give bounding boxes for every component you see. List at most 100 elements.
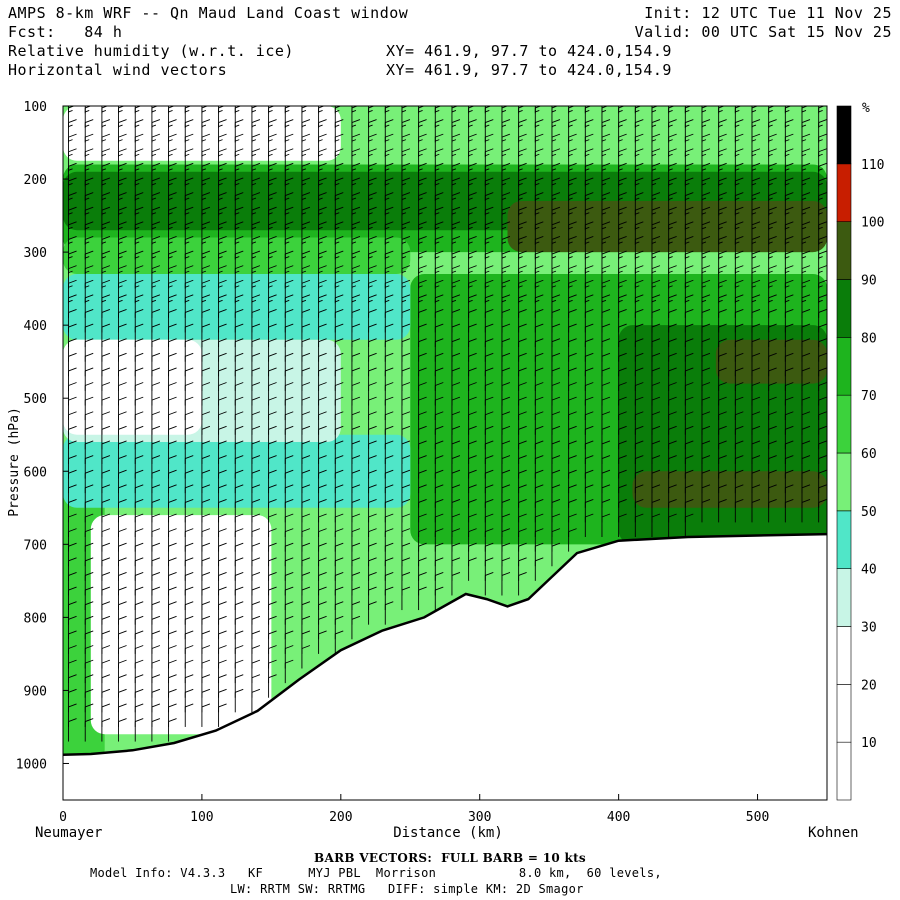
barb-full <box>585 513 594 518</box>
barb-full <box>435 586 444 591</box>
barb-full <box>718 352 727 357</box>
barb-full <box>168 411 177 416</box>
barb-half <box>551 241 557 244</box>
barb-full <box>668 411 677 416</box>
barb-half <box>301 124 307 127</box>
barb-full <box>635 192 644 197</box>
barb-full <box>251 498 261 503</box>
wind-barb <box>468 557 477 581</box>
barb-half <box>618 226 623 230</box>
barb-full <box>335 425 344 430</box>
barb-half <box>68 183 73 186</box>
barb-full <box>185 367 194 372</box>
barb-half <box>668 226 673 230</box>
barb-full <box>385 177 394 182</box>
barb-half <box>601 299 607 303</box>
barb-full <box>85 206 94 211</box>
barb-full <box>351 338 361 343</box>
barb-full <box>285 601 294 606</box>
barb-half <box>685 241 690 244</box>
barb-half <box>351 183 357 186</box>
barb-full <box>151 513 161 518</box>
barb-full <box>235 615 244 620</box>
barb-full <box>185 338 194 343</box>
barb-full <box>335 265 344 270</box>
barb-full <box>501 498 511 503</box>
barb-full <box>535 148 544 153</box>
barb-full <box>468 542 477 547</box>
barb-full <box>668 235 677 240</box>
barb-full <box>435 265 444 270</box>
barb-full <box>268 177 277 182</box>
barb-half <box>401 256 407 259</box>
barb-half <box>685 153 690 157</box>
barb-full <box>535 382 544 386</box>
barb-half <box>135 285 140 288</box>
barb-half <box>251 212 257 215</box>
barb-half <box>668 197 673 201</box>
barb-full <box>468 484 477 489</box>
barb-half <box>718 124 723 127</box>
barb-full <box>318 484 327 489</box>
barb-full <box>268 469 277 474</box>
barb-full <box>318 250 327 255</box>
barb-half <box>668 212 673 215</box>
barb-full <box>201 601 211 606</box>
barb-full <box>501 382 511 386</box>
barb-half <box>101 197 107 201</box>
barb-half <box>502 96 506 98</box>
barb-full <box>485 206 494 211</box>
barb-full <box>585 396 594 401</box>
barb-full <box>651 498 661 503</box>
barb-half <box>601 285 607 288</box>
barb-full <box>335 338 344 343</box>
barb-full <box>101 162 111 167</box>
barb-half <box>501 270 507 274</box>
barb-half <box>685 212 690 215</box>
wind-barb <box>318 630 327 654</box>
barb-full <box>535 352 544 357</box>
barb-half <box>701 168 707 171</box>
barb-full <box>201 338 211 343</box>
barb-full <box>335 250 344 255</box>
barb-full <box>251 630 261 635</box>
barb-half <box>335 96 339 98</box>
barb-full <box>368 250 377 255</box>
barb-full <box>518 250 527 255</box>
barb-half <box>235 153 240 157</box>
barb-half <box>385 183 390 186</box>
barb-full <box>85 162 94 167</box>
barb-half <box>351 139 357 142</box>
barb-full <box>168 688 177 693</box>
barb-full <box>251 484 261 489</box>
barb-full <box>85 615 94 620</box>
barb-full <box>385 323 394 328</box>
barb-full <box>85 367 94 372</box>
barb-half <box>668 241 673 244</box>
barb-full <box>185 221 194 226</box>
barb-half <box>635 197 640 201</box>
barb-half <box>118 285 123 288</box>
barb-full <box>301 411 311 416</box>
barb-full <box>435 221 444 226</box>
barb-half <box>501 212 507 215</box>
barb-half <box>118 183 123 186</box>
barb-full <box>235 250 244 255</box>
barb-half <box>518 270 523 274</box>
barb-full <box>118 265 127 270</box>
barb-half <box>101 241 107 244</box>
barb-half <box>85 270 90 274</box>
barb-full <box>401 279 411 284</box>
barb-full <box>518 498 527 503</box>
barb-full <box>251 455 261 459</box>
barb-half <box>201 124 207 127</box>
barb-half <box>368 299 373 303</box>
barb-half <box>385 299 390 303</box>
barb-half <box>168 270 173 274</box>
barb-full <box>368 206 377 211</box>
barb-half <box>118 109 123 113</box>
barb-half <box>185 226 190 230</box>
barb-full <box>368 382 377 386</box>
barb-full <box>385 469 394 474</box>
barb-half <box>235 168 240 171</box>
